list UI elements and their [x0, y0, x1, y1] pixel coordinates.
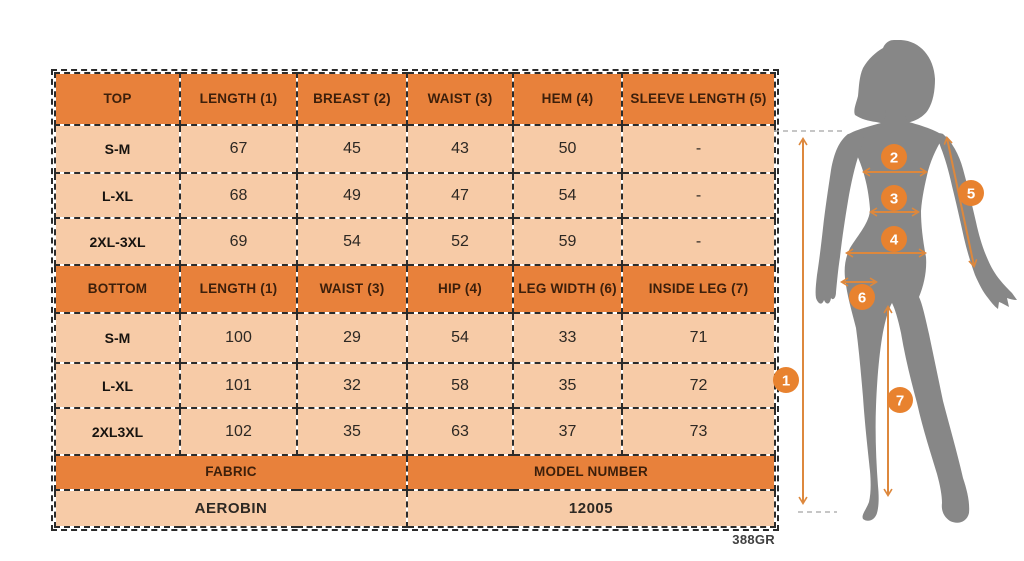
measurement-value: 43 — [406, 124, 514, 174]
header-cell: LENGTH (1) — [179, 264, 298, 314]
header-cell: HIP (4) — [406, 264, 514, 314]
measurement-value: 58 — [406, 362, 514, 409]
measurement-value: 73 — [621, 407, 776, 456]
marker-4-label: 4 — [890, 232, 899, 249]
header-cell: LENGTH (1) — [179, 72, 298, 126]
silhouette-head — [854, 40, 935, 125]
measurement-value: 59 — [512, 217, 623, 266]
measurement-figure: 1 2 3 4 5 6 7 — [773, 40, 1017, 523]
measurement-value: 50 — [512, 124, 623, 174]
measurement-value: 67 — [179, 124, 298, 174]
measurement-value: - — [621, 124, 776, 174]
marker-1-label: 1 — [782, 373, 790, 390]
size-label: S-M — [54, 312, 181, 364]
footer-header-row: FABRIC MODEL NUMBER — [54, 454, 776, 491]
measurement-value: 72 — [621, 362, 776, 409]
fabric-value: AEROBIN — [54, 489, 408, 528]
header-cell: HEM (4) — [512, 72, 623, 126]
model-number-value: 12005 — [406, 489, 776, 528]
measurement-value: 33 — [512, 312, 623, 364]
header-cell: WAIST (3) — [406, 72, 514, 126]
size-label: S-M — [54, 124, 181, 174]
measurement-value: 100 — [179, 312, 298, 364]
marker-2-circle — [881, 144, 907, 170]
model-number-header-cell: MODEL NUMBER — [406, 454, 776, 491]
measurement-value: 101 — [179, 362, 298, 409]
header-cell: INSIDE LEG (7) — [621, 264, 776, 314]
measurement-value: 69 — [179, 217, 298, 266]
marker-3-circle — [881, 185, 907, 211]
measurement-value: 68 — [179, 172, 298, 219]
table-row: S-M 100 29 54 33 71 — [54, 312, 776, 364]
table-row: 2XL-3XL 69 54 52 59 - — [54, 217, 776, 266]
size-label: L-XL — [54, 362, 181, 409]
fabric-header-cell: FABRIC — [54, 454, 408, 491]
measurement-value: 32 — [296, 362, 408, 409]
marker-5-label: 5 — [967, 186, 975, 203]
measurement-value: 37 — [512, 407, 623, 456]
marker-2-label: 2 — [890, 150, 898, 167]
header-cell: TOP — [54, 72, 181, 126]
marker-3-label: 3 — [890, 191, 898, 208]
header-cell: BREAST (2) — [296, 72, 408, 126]
table-row: L-XL 101 32 58 35 72 — [54, 362, 776, 409]
measurement-value: 71 — [621, 312, 776, 364]
header-cell: SLEEVE LENGTH (5) — [621, 72, 776, 126]
marker-5-circle — [958, 180, 984, 206]
measurement-value: 49 — [296, 172, 408, 219]
sleeve-arrow — [943, 136, 978, 268]
marker-4-circle — [881, 226, 907, 252]
table-row: 2XL3XL 102 35 63 37 73 — [54, 407, 776, 456]
bottom-header-row: BOTTOM LENGTH (1) WAIST (3) HIP (4) LEG … — [54, 264, 776, 314]
measurement-value: 47 — [406, 172, 514, 219]
silhouette-right-arm — [936, 133, 1017, 309]
measurement-value: - — [621, 172, 776, 219]
footer-value-row: AEROBIN 12005 — [54, 489, 776, 528]
top-header-row: TOP LENGTH (1) BREAST (2) WAIST (3) HEM … — [54, 72, 776, 126]
marker-6-circle — [849, 284, 875, 310]
measurement-value: 35 — [296, 407, 408, 456]
header-cell: LEG WIDTH (6) — [512, 264, 623, 314]
measurement-value: 45 — [296, 124, 408, 174]
measurement-value: 54 — [512, 172, 623, 219]
measurement-value: 63 — [406, 407, 514, 456]
table-row: L-XL 68 49 47 54 - — [54, 172, 776, 219]
product-code: 388GR — [732, 532, 775, 547]
size-label: 2XL-3XL — [54, 217, 181, 266]
measurement-value: 29 — [296, 312, 408, 364]
silhouette-left-arm — [815, 133, 864, 304]
header-cell: WAIST (3) — [296, 264, 408, 314]
marker-7-label: 7 — [896, 393, 904, 410]
size-label: 2XL3XL — [54, 407, 181, 456]
measurement-value: 54 — [406, 312, 514, 364]
marker-6-label: 6 — [858, 290, 866, 307]
size-label: L-XL — [54, 172, 181, 219]
measurement-value: 102 — [179, 407, 298, 456]
measurement-value: 35 — [512, 362, 623, 409]
measurement-value: 52 — [406, 217, 514, 266]
marker-1-circle — [773, 367, 799, 393]
measurement-value: - — [621, 217, 776, 266]
measurement-value: 54 — [296, 217, 408, 266]
size-table: TOP LENGTH (1) BREAST (2) WAIST (3) HEM … — [51, 69, 779, 531]
marker-7-circle — [887, 387, 913, 413]
header-cell: BOTTOM — [54, 264, 181, 314]
table-row: S-M 67 45 43 50 - — [54, 124, 776, 174]
measurement-markers: 1 2 3 4 5 6 7 — [773, 144, 984, 413]
